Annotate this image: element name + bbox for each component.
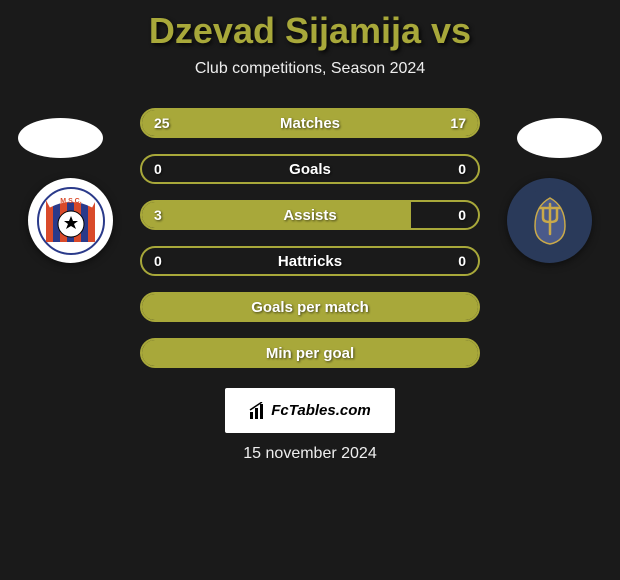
stat-left-value: 0	[154, 253, 162, 269]
stat-right-value: 0	[458, 161, 466, 177]
watermark-badge: FcTables.com	[225, 388, 395, 433]
stat-label: Hattricks	[278, 253, 342, 270]
page-title: Dzevad Sijamija vs	[0, 10, 620, 52]
watermark-text: FcTables.com	[271, 402, 370, 419]
stat-right-value: 17	[450, 115, 466, 131]
club-badge-left: M.S.C.	[28, 178, 113, 263]
comparison-card: Dzevad Sijamija vs Club competitions, Se…	[0, 0, 620, 580]
stat-fill-left	[142, 202, 411, 228]
stat-right-value: 0	[458, 253, 466, 269]
stat-row-hattricks: 0 Hattricks 0	[140, 246, 480, 276]
date-text: 15 november 2024	[0, 445, 620, 463]
player-silhouette-left	[18, 118, 103, 158]
stat-left-value: 0	[154, 161, 162, 177]
club-logo-left-icon: M.S.C.	[36, 186, 106, 256]
stats-list: 25 Matches 17 0 Goals 0 3 Assists 0 0 Ha…	[140, 108, 480, 368]
stat-label: Matches	[280, 115, 340, 132]
stat-row-min-per-goal: Min per goal	[140, 338, 480, 368]
subtitle: Club competitions, Season 2024	[0, 60, 620, 78]
stat-label: Assists	[283, 207, 336, 224]
stat-row-goals-per-match: Goals per match	[140, 292, 480, 322]
stat-left-value: 3	[154, 207, 162, 223]
chart-icon	[249, 402, 267, 420]
stat-row-matches: 25 Matches 17	[140, 108, 480, 138]
stat-row-assists: 3 Assists 0	[140, 200, 480, 230]
stat-label: Goals per match	[251, 299, 369, 316]
stat-label: Min per goal	[266, 345, 354, 362]
stat-left-value: 25	[154, 115, 170, 131]
player-silhouette-right	[517, 118, 602, 158]
stat-row-goals: 0 Goals 0	[140, 154, 480, 184]
stat-label: Goals	[289, 161, 331, 178]
stat-right-value: 0	[458, 207, 466, 223]
svg-text:M.S.C.: M.S.C.	[60, 198, 81, 205]
club-logo-right-icon	[515, 186, 585, 256]
club-badge-right	[507, 178, 592, 263]
